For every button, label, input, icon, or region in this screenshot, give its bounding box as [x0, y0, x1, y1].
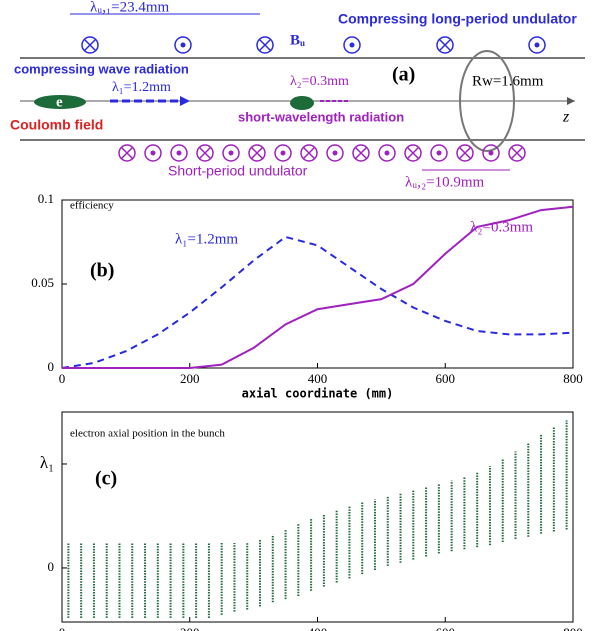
label: λ₁=1.2mm: [112, 80, 171, 95]
x-tick-label: 0: [59, 371, 66, 386]
arrow: [567, 97, 575, 105]
y-axis-label: electron axial position in the bunch: [70, 428, 225, 440]
label: λᵤ,₁=23.4mm: [90, 0, 170, 15]
x-tick-label: 600: [436, 625, 456, 631]
electron-bunch: [290, 96, 314, 110]
x-tick-label: 800: [563, 371, 583, 386]
bottom-magnets: [119, 145, 525, 161]
y-tick-label: 0.05: [31, 275, 54, 290]
label: Coulomb field: [10, 117, 103, 133]
y-tick-label: λ₁: [40, 453, 54, 472]
x-tick-label: 0: [59, 625, 66, 631]
diagram: λᵤ,₁=23.4mm Compressing long-period undu…: [10, 0, 585, 190]
label: e: [56, 94, 63, 110]
label: compressing wave radiation: [14, 61, 189, 76]
panel-label: (c): [95, 468, 117, 490]
series-label: λ₂=0.3mm: [470, 219, 533, 235]
label: λ₂=0.3mm: [290, 74, 349, 89]
y-axis-label: efficiency: [70, 200, 114, 212]
x-tick-label: 400: [308, 371, 328, 386]
y-tick-label: 0: [48, 359, 55, 374]
label: Compressing long-period undulator: [338, 11, 577, 27]
panel-label: (b): [90, 260, 114, 282]
y-tick-label: 0.1: [38, 191, 54, 206]
label: Bᵤ: [290, 32, 305, 48]
x-tick-label: 600: [436, 371, 456, 386]
x-tick-label: 200: [180, 625, 200, 631]
x-tick-label: 800: [563, 625, 583, 631]
label: λᵤ,₂=10.9mm: [405, 174, 485, 190]
x-axis-label: axial coordinate (mm): [242, 387, 394, 401]
series-label: λ₁=1.2mm: [175, 231, 238, 247]
line: [62, 237, 573, 368]
label: short-wavelength radiation: [238, 109, 404, 124]
axis-label: z: [562, 109, 570, 126]
charts: 0 200 400 600 800 0 0.05 0.1 axial coordinate (m…: [31, 191, 583, 631]
x-tick-label: 400: [308, 625, 328, 631]
plot-frame: [62, 412, 573, 622]
x-tick-label: 200: [180, 371, 200, 386]
top-magnets: [82, 37, 545, 53]
y-tick-label: 0: [48, 559, 55, 574]
arrow: [180, 96, 190, 106]
label: Short-period undulator: [168, 163, 308, 179]
panel-label: (a): [392, 64, 415, 86]
figure: λᵤ,₁=23.4mm Compressing long-period undu…: [0, 0, 593, 631]
label: Rw=1.6mm: [472, 73, 544, 89]
